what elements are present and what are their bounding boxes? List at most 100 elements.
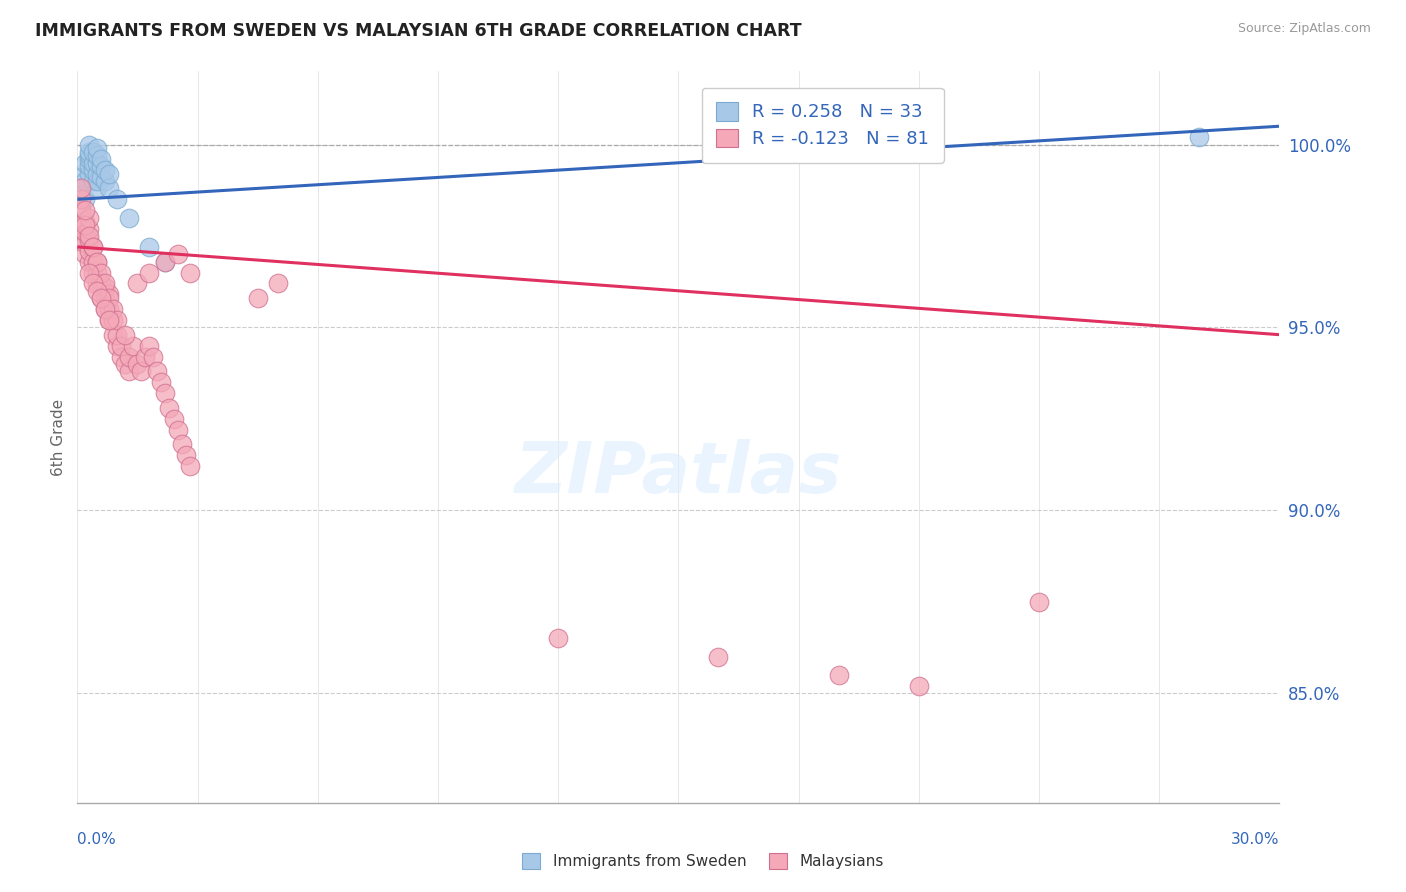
Point bbox=[90, 291, 112, 305]
Point bbox=[90, 170, 112, 185]
Text: IMMIGRANTS FROM SWEDEN VS MALAYSIAN 6TH GRADE CORRELATION CHART: IMMIGRANTS FROM SWEDEN VS MALAYSIAN 6TH … bbox=[35, 22, 801, 40]
Text: ZIPatlas: ZIPatlas bbox=[515, 439, 842, 508]
Point bbox=[155, 254, 177, 268]
Point bbox=[79, 211, 101, 225]
Point bbox=[107, 193, 129, 207]
Point bbox=[98, 313, 121, 327]
Point bbox=[90, 291, 112, 305]
Point bbox=[75, 218, 97, 232]
Point bbox=[70, 218, 93, 232]
Point bbox=[75, 214, 97, 228]
Point bbox=[79, 145, 101, 159]
Point bbox=[82, 145, 104, 159]
Y-axis label: 6th Grade: 6th Grade bbox=[51, 399, 66, 475]
Point bbox=[134, 350, 156, 364]
Point bbox=[79, 137, 101, 152]
Point bbox=[110, 339, 132, 353]
Point bbox=[908, 679, 931, 693]
Point bbox=[70, 181, 93, 195]
Legend: R = 0.258   N = 33, R = -0.123   N = 81: R = 0.258 N = 33, R = -0.123 N = 81 bbox=[702, 87, 943, 162]
Point bbox=[118, 211, 141, 225]
Point bbox=[127, 357, 149, 371]
Point bbox=[82, 156, 104, 170]
Point bbox=[1188, 130, 1211, 145]
Point bbox=[94, 302, 117, 317]
Point bbox=[98, 302, 121, 317]
Point bbox=[118, 364, 141, 378]
Point bbox=[103, 313, 125, 327]
Point bbox=[150, 376, 173, 390]
Point bbox=[90, 277, 112, 291]
Point bbox=[142, 350, 165, 364]
Point bbox=[107, 313, 129, 327]
Point bbox=[155, 254, 177, 268]
Point bbox=[166, 247, 188, 261]
Point bbox=[86, 284, 108, 298]
Point bbox=[79, 160, 101, 174]
Point bbox=[79, 152, 101, 166]
Point bbox=[75, 203, 97, 218]
Point bbox=[179, 459, 201, 474]
Point bbox=[82, 266, 104, 280]
Point bbox=[159, 401, 181, 415]
Point bbox=[122, 339, 145, 353]
Point bbox=[79, 254, 101, 268]
Point bbox=[82, 277, 104, 291]
Point bbox=[103, 327, 125, 342]
Point bbox=[94, 277, 117, 291]
Point bbox=[75, 156, 97, 170]
Point bbox=[75, 193, 97, 207]
Point bbox=[162, 412, 184, 426]
Point bbox=[166, 423, 188, 437]
Point bbox=[86, 156, 108, 170]
Point bbox=[107, 327, 129, 342]
Point bbox=[114, 327, 136, 342]
Point bbox=[98, 313, 121, 327]
Point bbox=[246, 291, 269, 305]
Point bbox=[82, 174, 104, 188]
Text: Source: ZipAtlas.com: Source: ZipAtlas.com bbox=[1237, 22, 1371, 36]
Point bbox=[79, 167, 101, 181]
Point bbox=[90, 266, 112, 280]
Point bbox=[79, 244, 101, 258]
Point bbox=[179, 266, 201, 280]
Point bbox=[90, 152, 112, 166]
Point bbox=[86, 181, 108, 195]
Point bbox=[146, 364, 169, 378]
Point bbox=[86, 254, 108, 268]
Point bbox=[82, 240, 104, 254]
Point bbox=[103, 302, 125, 317]
Point bbox=[86, 167, 108, 181]
Point bbox=[267, 277, 290, 291]
Point bbox=[94, 302, 117, 317]
Point bbox=[1028, 595, 1050, 609]
Point bbox=[86, 141, 108, 155]
Point bbox=[90, 160, 112, 174]
Point bbox=[75, 225, 97, 239]
Point bbox=[138, 266, 160, 280]
Legend: Immigrants from Sweden, Malaysians: Immigrants from Sweden, Malaysians bbox=[516, 847, 890, 875]
Point bbox=[170, 437, 193, 451]
Point bbox=[86, 277, 108, 291]
Point bbox=[547, 632, 569, 646]
Point bbox=[75, 247, 97, 261]
Point bbox=[98, 167, 121, 181]
Point bbox=[155, 386, 177, 401]
Point bbox=[110, 350, 132, 364]
Point bbox=[79, 148, 101, 162]
Point bbox=[70, 181, 93, 195]
Point bbox=[86, 174, 108, 188]
Point bbox=[94, 163, 117, 178]
Point bbox=[138, 339, 160, 353]
Point bbox=[138, 240, 160, 254]
Point bbox=[70, 193, 93, 207]
Point bbox=[79, 233, 101, 247]
Point bbox=[98, 287, 121, 301]
Point bbox=[174, 449, 197, 463]
Point bbox=[707, 649, 730, 664]
Point bbox=[107, 339, 129, 353]
Point bbox=[828, 668, 851, 682]
Point bbox=[75, 236, 97, 251]
Point bbox=[70, 170, 93, 185]
Point bbox=[94, 174, 117, 188]
